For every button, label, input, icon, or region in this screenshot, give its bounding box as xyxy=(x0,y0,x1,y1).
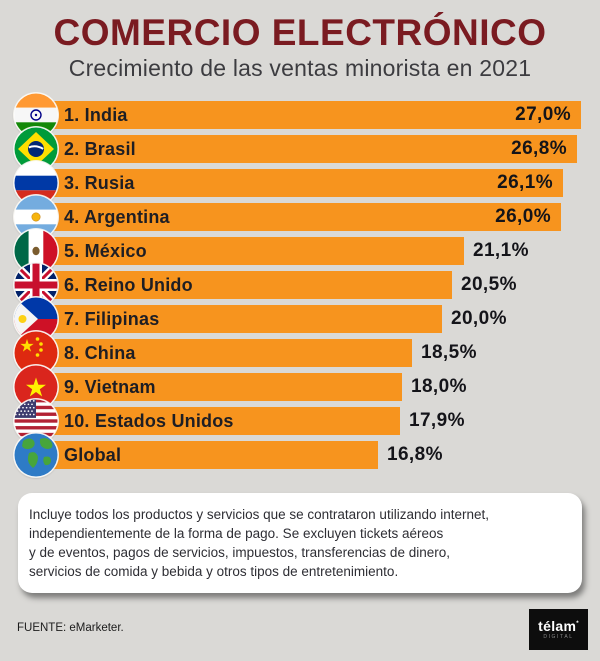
bar xyxy=(30,305,442,333)
note-line: independientemente de la forma de pago. … xyxy=(29,526,444,541)
value-label: 20,5% xyxy=(461,274,517,295)
note-box: Incluye todos los productos y servicios … xyxy=(18,493,582,593)
value-label: 20,0% xyxy=(451,308,507,329)
telam-logo-text: télam xyxy=(538,619,579,633)
country-label: 7. Filipinas xyxy=(64,309,160,329)
bar xyxy=(30,237,464,265)
chart-row: 6. Reino Unido 20,5% xyxy=(0,263,600,307)
chart-row: 8. China 18,5% xyxy=(0,331,600,375)
chart-row: 3. Rusia 26,1% xyxy=(0,161,600,205)
chart-row: 4. Argentina 26,0% xyxy=(0,195,600,239)
telam-logo: télam DIGITAL xyxy=(529,609,588,650)
chart-row: 7. Filipinas 20,0% xyxy=(0,297,600,341)
value-label: 27,0% xyxy=(515,104,571,125)
value-label: 26,0% xyxy=(495,206,551,227)
chart-row: 10. Estados Unidos 17,9% xyxy=(0,399,600,443)
value-label: 16,8% xyxy=(387,444,443,465)
bar xyxy=(30,441,378,469)
flag-mexico-icon xyxy=(14,229,58,273)
page-title: COMERCIO ELECTRÓNICO xyxy=(53,12,547,53)
bar xyxy=(30,101,581,129)
value-label: 17,9% xyxy=(409,410,465,431)
chart-row: 5. México 21,1% xyxy=(0,229,600,273)
country-label: 3. Rusia xyxy=(64,173,135,193)
header: COMERCIO ELECTRÓNICO Crecimiento de las … xyxy=(0,13,600,82)
bar xyxy=(30,271,452,299)
note-line: servicios de comida y bebida y otros tip… xyxy=(29,564,399,579)
note-line: Incluye todos los productos y servicios … xyxy=(29,507,490,522)
bar xyxy=(30,169,563,197)
source-text: FUENTE: eMarketer. xyxy=(17,622,124,634)
bar xyxy=(30,373,402,401)
country-label: 6. Reino Unido xyxy=(64,275,193,295)
page-subtitle: Crecimiento de las ventas minorista en 2… xyxy=(68,55,532,81)
bar xyxy=(30,339,412,367)
chart-row: 9. Vietnam 18,0% xyxy=(0,365,600,409)
value-label: 21,1% xyxy=(473,240,529,261)
country-label: 9. Vietnam xyxy=(64,377,156,397)
country-label: 4. Argentina xyxy=(64,207,170,227)
value-label: 18,5% xyxy=(421,342,477,363)
value-label: 26,1% xyxy=(497,172,553,193)
flag-india-icon xyxy=(14,93,58,137)
country-label: 2. Brasil xyxy=(64,139,136,159)
country-label: Global xyxy=(64,445,122,465)
telam-logo-subtext: DIGITAL xyxy=(543,634,574,640)
chart-row: 1. India 27,0% xyxy=(0,93,600,137)
chart-rows: 1. India 27,0% 2. Brasil 26,8% 3. Rusia … xyxy=(0,93,600,477)
bar xyxy=(30,203,561,231)
country-label: 10. Estados Unidos xyxy=(64,411,234,431)
bar xyxy=(30,407,400,435)
bar xyxy=(30,135,577,163)
chart-row: Global 16,8% xyxy=(0,433,600,477)
flag-globe-icon xyxy=(14,433,58,477)
chart-row: 2. Brasil 26,8% xyxy=(0,127,600,171)
value-label: 26,8% xyxy=(511,138,567,159)
value-label: 18,0% xyxy=(411,376,467,397)
country-label: 1. India xyxy=(64,105,128,125)
flag-argentina-icon xyxy=(14,195,58,239)
note-line: y de eventos, pagos de servicios, impues… xyxy=(29,545,450,560)
country-label: 8. China xyxy=(64,343,136,363)
country-label: 5. México xyxy=(64,241,147,261)
